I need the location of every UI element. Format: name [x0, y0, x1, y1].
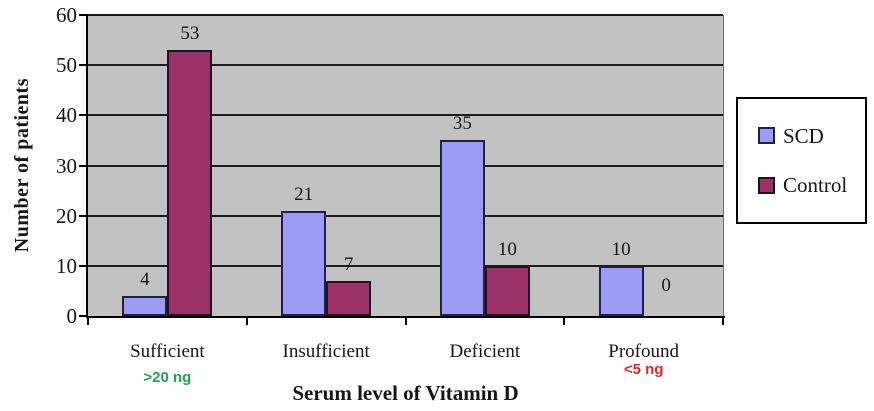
legend-entry-scd: SCD [758, 125, 861, 147]
bar-control [484, 266, 530, 316]
gridline [88, 264, 723, 267]
x-tick-mark [87, 318, 89, 325]
bar-scd [122, 296, 168, 316]
bar-value-label: 53 [180, 23, 200, 44]
y-tick-label: 10 [56, 253, 77, 278]
annotation-sufficient-range: >20 ng [143, 369, 192, 386]
legend-swatch-control [758, 176, 775, 194]
gridline [88, 164, 723, 167]
bar-scd [598, 266, 644, 316]
category-label-profound: Profound [608, 341, 679, 362]
y-tick-mark [79, 214, 87, 217]
x-tick-mark [245, 318, 248, 325]
bar-value-label: 10 [611, 239, 631, 260]
x-tick-mark [563, 318, 566, 325]
legend-entry-control: Control [758, 174, 861, 196]
y-tick-label: 60 [56, 3, 77, 27]
category-label-sufficient: Sufficient [130, 341, 205, 362]
x-tick-mark [404, 318, 407, 325]
bar-value-label: 10 [497, 239, 517, 260]
y-tick-label: 20 [56, 203, 77, 228]
gridline [88, 114, 723, 117]
bar-value-label: 4 [140, 269, 150, 290]
bar-value-label: 0 [661, 275, 671, 296]
bar-scd [439, 140, 485, 316]
y-tick-mark [79, 164, 87, 167]
y-tick-mark [79, 264, 87, 267]
bar-control [167, 50, 213, 316]
y-tick-mark [79, 64, 87, 67]
y-tick-label: 30 [56, 153, 77, 178]
plot-area [88, 14, 724, 316]
category-label-insufficient: Insufficient [282, 341, 370, 362]
y-tick-mark [79, 14, 87, 16]
bar-scd [281, 211, 327, 316]
gridline [88, 64, 723, 67]
gridline [88, 214, 723, 217]
legend: SCD Control [736, 97, 867, 224]
legend-label: SCD [783, 123, 824, 148]
bar-value-label: 21 [294, 184, 314, 205]
y-tick-label: 0 [66, 304, 78, 328]
category-label-deficient: Deficient [449, 341, 521, 362]
y-tick-label: 50 [56, 53, 77, 78]
x-tick-mark [722, 318, 724, 325]
y-axis-line [86, 14, 88, 318]
legend-label: Control [783, 173, 848, 198]
bar-value-label: 7 [343, 254, 354, 275]
annotation-profound-range: <5 ng [623, 361, 664, 378]
gridline [88, 14, 723, 16]
y-tick-mark [79, 114, 87, 117]
x-axis-title: Serum level of Vitamin D [292, 381, 519, 405]
y-tick-mark [79, 315, 87, 317]
legend-swatch-scd [758, 127, 775, 145]
bar-value-label: 35 [452, 113, 472, 134]
y-tick-label: 40 [56, 103, 77, 128]
x-axis-line [86, 316, 725, 318]
bar-control [326, 281, 372, 316]
